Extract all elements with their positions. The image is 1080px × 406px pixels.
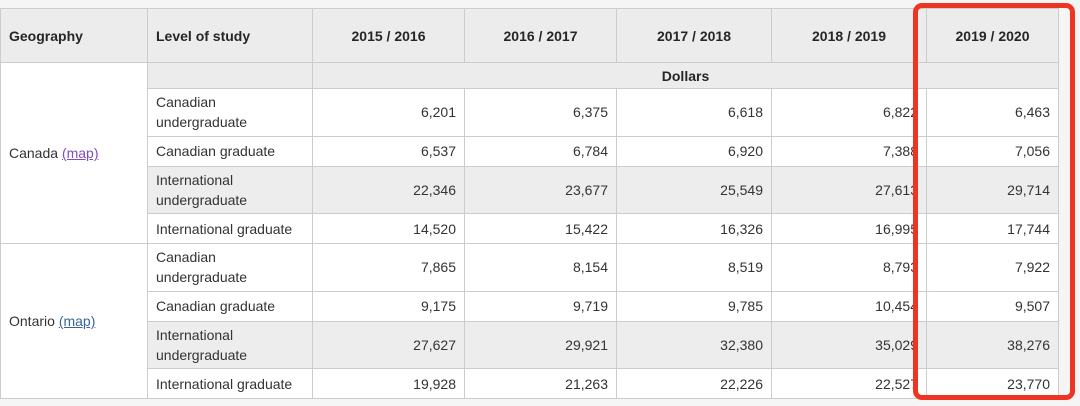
tuition-fees-table: Geography Level of study 2015 / 2016 201… bbox=[0, 8, 1059, 400]
col-header-2017-2018: 2017 / 2018 bbox=[616, 8, 772, 63]
cell-value: 32,380 bbox=[616, 320, 772, 370]
cell-value: 6,537 bbox=[312, 135, 465, 167]
row-label-level-of-study: Canadian undergraduate bbox=[147, 88, 313, 137]
units-row-empty-cell bbox=[147, 62, 313, 89]
cell-value: 14,520 bbox=[312, 213, 465, 245]
row-label-level-of-study: International undergraduate bbox=[147, 320, 313, 370]
table-row-canada-canadian-undergraduate: Canadian undergraduate 6,201 6,375 6,618… bbox=[1, 88, 1059, 137]
cell-value: 29,714 bbox=[926, 165, 1059, 215]
table-row-canada-international-undergraduate: International undergraduate 22,346 23,67… bbox=[1, 165, 1059, 215]
cell-value: 27,613 bbox=[771, 165, 927, 215]
col-header-2019-2020: 2019 / 2020 bbox=[926, 8, 1059, 63]
row-label-level-of-study: International undergraduate bbox=[147, 165, 313, 215]
table-row-ontario-canadian-graduate: Canadian graduate 9,175 9,719 9,785 10,4… bbox=[1, 290, 1059, 322]
geography-cell-ontario: Ontario (map) bbox=[0, 243, 148, 400]
cell-value: 21,263 bbox=[464, 368, 617, 400]
table-row-ontario-international-undergraduate: International undergraduate 27,627 29,92… bbox=[1, 320, 1059, 370]
row-label-level-of-study: Canadian graduate bbox=[147, 135, 313, 167]
cell-value: 29,921 bbox=[464, 320, 617, 370]
cell-value: 6,201 bbox=[312, 88, 465, 137]
row-label-level-of-study: International graduate bbox=[147, 213, 313, 245]
geography-cell-canada: Canada (map) bbox=[0, 61, 148, 245]
header-row: Geography Level of study 2015 / 2016 201… bbox=[0, 8, 1059, 63]
cell-value: 8,793 bbox=[771, 243, 927, 292]
table-row-ontario-canadian-undergraduate: Ontario (map) Canadian undergraduate 7,8… bbox=[0, 243, 1059, 400]
cell-value: 7,922 bbox=[926, 243, 1059, 292]
cell-value: 9,719 bbox=[464, 290, 617, 322]
row-label-level-of-study: International graduate bbox=[147, 368, 313, 400]
cell-value: 38,276 bbox=[926, 320, 1059, 370]
cell-value: 16,326 bbox=[616, 213, 772, 245]
geography-label-ontario: Ontario bbox=[9, 313, 55, 330]
geography-label-canada: Canada bbox=[9, 145, 59, 162]
col-header-geography: Geography bbox=[0, 8, 148, 63]
cell-value: 9,175 bbox=[312, 290, 465, 322]
row-label-level-of-study: Canadian undergraduate bbox=[147, 243, 313, 292]
cell-value: 8,519 bbox=[616, 243, 772, 292]
col-header-level-of-study: Level of study bbox=[147, 8, 313, 63]
cell-value: 7,865 bbox=[312, 243, 465, 292]
ontario-map-link[interactable]: (map) bbox=[58, 313, 96, 330]
cell-value: 16,995 bbox=[771, 213, 927, 245]
cell-value: 22,527 bbox=[771, 368, 927, 400]
canada-map-link[interactable]: (map) bbox=[61, 145, 99, 162]
col-header-2015-2016: 2015 / 2016 bbox=[312, 8, 465, 63]
cell-value: 6,375 bbox=[464, 88, 617, 137]
cell-value: 6,463 bbox=[926, 88, 1059, 137]
table-row-canada-canadian-graduate: Canadian graduate 6,537 6,784 6,920 7,38… bbox=[1, 135, 1059, 167]
cell-value: 22,226 bbox=[616, 368, 772, 400]
table-row-canada-international-graduate: International graduate 14,520 15,422 16,… bbox=[1, 213, 1059, 245]
cell-value: 10,454 bbox=[771, 290, 927, 322]
units-label: Dollars bbox=[312, 62, 1059, 89]
col-header-2016-2017: 2016 / 2017 bbox=[464, 8, 617, 63]
table-row-ontario-international-graduate: International graduate 19,928 21,263 22,… bbox=[1, 368, 1059, 400]
cell-value: 6,618 bbox=[616, 88, 772, 137]
cell-value: 17,744 bbox=[926, 213, 1059, 245]
cell-value: 9,507 bbox=[926, 290, 1059, 322]
cell-value: 35,029 bbox=[771, 320, 927, 370]
cell-value: 23,770 bbox=[926, 368, 1059, 400]
cell-value: 19,928 bbox=[312, 368, 465, 400]
cell-value: 25,549 bbox=[616, 165, 772, 215]
cell-value: 7,056 bbox=[926, 135, 1059, 167]
cell-value: 8,154 bbox=[464, 243, 617, 292]
cell-value: 6,822 bbox=[771, 88, 927, 137]
cell-value: 6,784 bbox=[464, 135, 617, 167]
col-header-2018-2019: 2018 / 2019 bbox=[771, 8, 927, 63]
cell-value: 23,677 bbox=[464, 165, 617, 215]
units-row: Canada (map) Dollars bbox=[0, 61, 1059, 245]
cell-value: 22,346 bbox=[312, 165, 465, 215]
cell-value: 15,422 bbox=[464, 213, 617, 245]
cell-value: 6,920 bbox=[616, 135, 772, 167]
cell-value: 9,785 bbox=[616, 290, 772, 322]
cell-value: 7,388 bbox=[771, 135, 927, 167]
row-label-level-of-study: Canadian graduate bbox=[147, 290, 313, 322]
cell-value: 27,627 bbox=[312, 320, 465, 370]
